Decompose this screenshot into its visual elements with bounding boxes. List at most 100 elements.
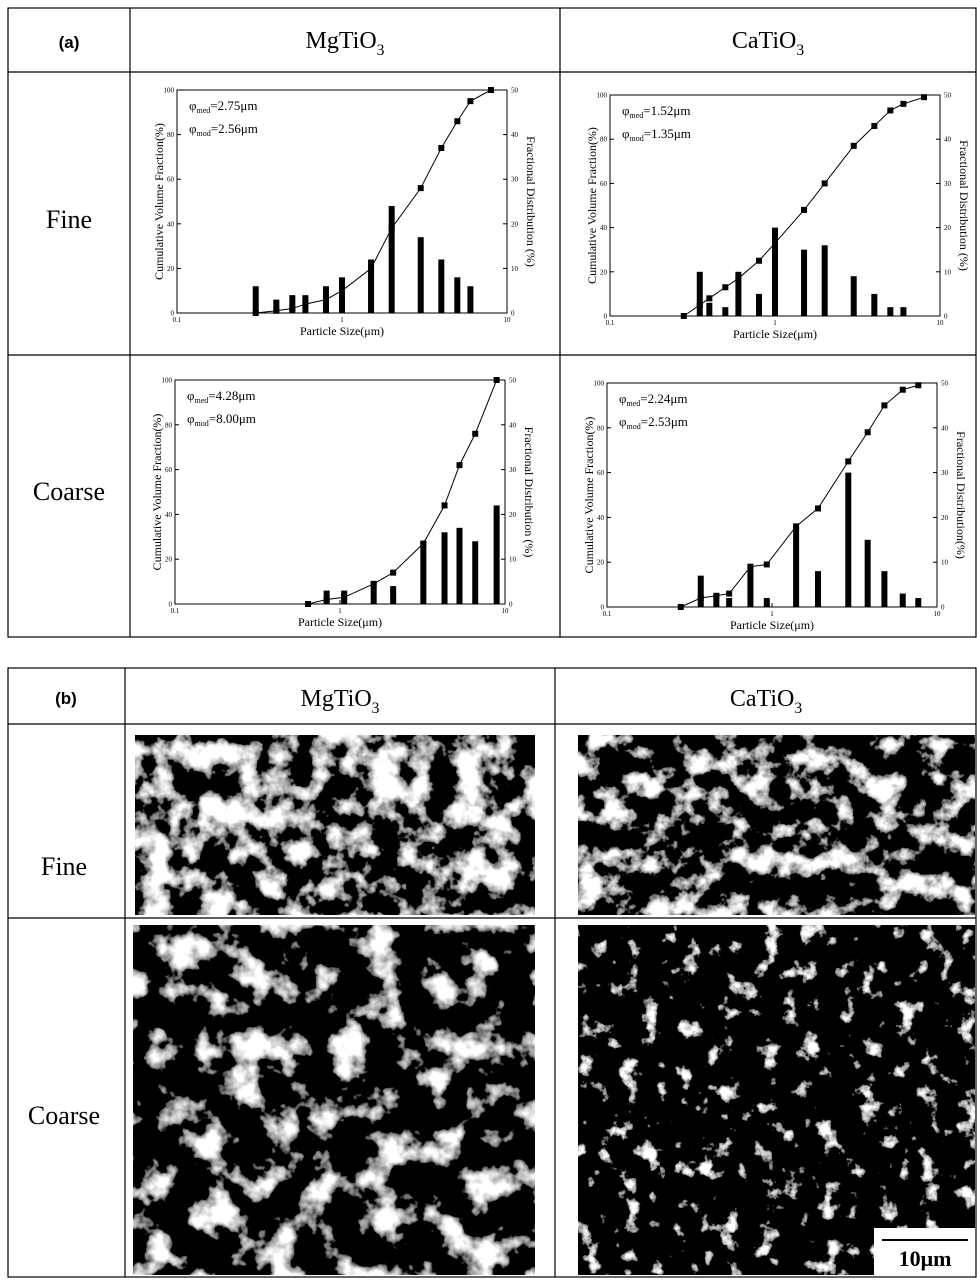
bar [341,590,348,604]
x-tick-label: 0.1 [606,319,615,327]
annotation-sub: med [197,106,211,115]
sem-image [135,735,535,915]
annotation-text: =4.28μm [208,388,255,403]
marker [864,429,871,436]
y-tick-label: 60 [597,469,605,477]
x-tick-label: 1 [770,610,774,618]
y2-tick-label: 50 [509,377,517,385]
bar [454,277,461,313]
y-axis-label: Cumulative Volume Fraction(%) [152,123,166,280]
y2-axis-label: Fractional Distribution (%) [522,427,536,558]
bar [417,237,424,313]
marker [845,458,852,465]
marker [305,601,312,607]
x-tick-label: 0.1 [603,610,612,618]
y2-tick-label: 20 [944,224,952,232]
marker [726,590,733,597]
table-b-border [7,667,977,1278]
y2-tick-label: 0 [511,310,515,318]
panel-label: (a) [59,33,80,52]
column-header: CaTiO3 [732,28,804,59]
annotation: φmod=2.56μm [189,121,258,138]
marker [390,569,397,576]
marker [763,561,770,568]
bar [420,541,427,604]
y-tick-label: 0 [169,601,173,609]
y2-tick-label: 30 [509,466,517,474]
annotation-symbol: φ [619,414,627,429]
bar [915,598,922,607]
bar [472,541,479,604]
y2-axis-label: Fractional Distribution(%) [954,431,968,559]
y2-axis-label: Fractional Distribution (%) [957,140,971,271]
cumulative-line [307,379,498,605]
marker [887,107,894,114]
column-header: MgTiO3 [301,686,380,717]
bar [438,259,445,313]
bar [887,307,894,316]
marker [677,604,684,610]
annotation-symbol: φ [189,98,197,113]
y-tick-label: 100 [594,380,605,388]
bar [467,286,474,313]
annotation-symbol: φ [622,126,630,141]
bar [302,295,309,313]
marker [821,180,828,187]
x-tick-label: 1 [773,319,777,327]
x-tick-label: 10 [937,319,945,327]
marker [850,142,857,149]
bar [493,505,500,604]
row-header: Fine [46,205,92,234]
annotation: φmod=8.00μm [187,411,256,428]
bar [713,593,720,607]
bar [772,227,778,316]
y2-tick-label: 50 [511,87,519,95]
annotation-text: =1.52μm [643,103,690,118]
x-tick-label: 10 [504,316,512,324]
y-tick-label: 20 [167,265,175,273]
column-header-base: CaTiO [732,28,796,54]
marker [472,430,479,437]
marker [801,206,808,213]
bar [899,593,906,607]
panel-label: (b) [55,689,77,708]
annotation-text: =1.35μm [644,126,691,141]
y2-tick-label: 40 [944,136,952,144]
y-tick-label: 100 [597,92,608,100]
annotation-text: =2.75μm [210,98,257,113]
column-header-sub: 3 [372,700,380,717]
bar [756,293,763,316]
y-tick-label: 40 [167,220,175,228]
row-header: Coarse [33,477,105,506]
annotation-sub: mod [195,419,209,428]
y2-tick-label: 40 [509,421,517,429]
table-grid [7,7,977,1278]
row-header: Fine [41,852,87,881]
x-axis-label: Particle Size(μm) [730,618,814,632]
y-tick-label: 0 [171,310,175,318]
y2-tick-label: 20 [941,514,949,522]
marker [881,402,888,409]
y2-tick-label: 20 [511,220,519,228]
annotation-symbol: φ [619,391,627,406]
sem-image [133,925,535,1275]
bar [726,598,733,607]
y-tick-label: 80 [167,131,175,139]
y2-tick-label: 0 [944,313,948,321]
y2-tick-label: 0 [509,601,513,609]
row-header: Coarse [28,1101,100,1130]
bar [864,539,871,607]
marker [493,377,500,383]
y2-tick-label: 50 [941,380,949,388]
bar [735,271,742,316]
y-tick-label: 20 [597,559,605,567]
marker [441,502,448,509]
bar [871,293,878,316]
marker [915,382,922,389]
marker [871,122,878,129]
x-tick-label: 0.1 [171,607,180,615]
annotation-sub: med [627,399,641,408]
y-axis-label: Cumulative Volume Fraction(%) [150,414,164,571]
x-tick-label: 0.1 [173,316,182,324]
